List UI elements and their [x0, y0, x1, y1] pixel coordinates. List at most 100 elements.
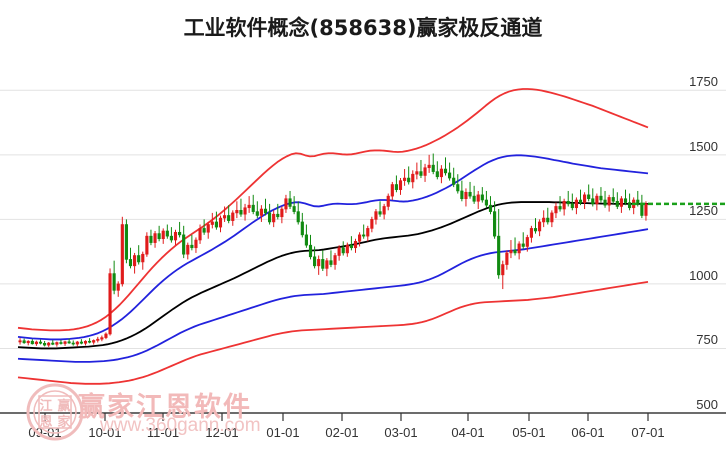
channel-bands-group	[17, 88, 649, 385]
candle-body	[509, 250, 513, 254]
candle-body	[362, 234, 366, 237]
candle-body	[227, 215, 231, 221]
candle-body	[26, 340, 30, 344]
candle-body	[570, 203, 574, 209]
candle-body	[165, 230, 169, 237]
candle-body	[329, 260, 333, 265]
candle-body	[546, 217, 550, 223]
x-axis-tick-label: 09-01	[28, 425, 62, 440]
candle-body	[640, 203, 644, 216]
candle-body	[443, 168, 448, 174]
candle-body	[611, 197, 615, 202]
candle-body	[358, 234, 362, 242]
candle-body	[337, 247, 341, 256]
candle-body	[550, 212, 554, 223]
candle-body	[333, 255, 337, 265]
candle-body	[484, 199, 488, 206]
candle-body	[529, 228, 533, 238]
candle-body	[603, 199, 607, 206]
gridlines-group	[0, 89, 726, 414]
x-axis-tick-label: 06-01	[571, 425, 605, 440]
candle-body	[263, 208, 268, 214]
candle-body	[583, 194, 587, 203]
candle-body	[149, 235, 153, 243]
candle-body	[488, 204, 493, 212]
candle-body	[591, 198, 595, 205]
candle-body	[398, 180, 403, 190]
candle-body	[206, 224, 210, 233]
candle-body	[513, 250, 517, 254]
candle-body	[112, 273, 116, 291]
y-axis-tick-label: 1750	[689, 74, 718, 90]
candle-body	[43, 342, 47, 346]
candle-body	[382, 206, 386, 215]
candle-body	[268, 212, 272, 223]
candle-body	[51, 342, 55, 345]
candle-body	[521, 243, 525, 247]
candle-body	[411, 173, 415, 183]
candle-body	[501, 264, 505, 276]
candle-body	[202, 228, 206, 233]
candle-body	[157, 233, 161, 240]
candle-body	[284, 198, 288, 210]
candle-body	[370, 219, 374, 229]
candle-body	[231, 212, 235, 221]
candle-body	[223, 215, 227, 219]
candle-body	[280, 208, 284, 218]
candle-body	[525, 237, 529, 247]
candle-body	[390, 184, 394, 197]
candle-body	[427, 164, 431, 169]
candle-body	[59, 342, 63, 344]
candle-body	[79, 341, 83, 344]
candle-body	[595, 195, 599, 205]
candle-body	[255, 211, 259, 216]
candle-body	[92, 340, 96, 343]
candle-body	[435, 171, 439, 178]
candle-body	[476, 194, 480, 202]
candle-body	[493, 211, 497, 237]
candle-body	[22, 340, 26, 344]
candle-body	[194, 239, 198, 249]
candle-body	[259, 208, 263, 216]
candle-body	[538, 221, 542, 232]
candle-body	[452, 177, 456, 185]
x-axis-tick-label: 05-01	[512, 425, 546, 440]
candle-body	[415, 171, 419, 175]
candle-body	[243, 207, 247, 215]
candle-body	[304, 234, 308, 246]
y-axis-tick-label: 500	[696, 397, 718, 412]
candle-body	[374, 211, 378, 220]
y-axis-tick-label: 1000	[689, 267, 718, 283]
candle-body	[623, 198, 628, 203]
candle-body	[574, 199, 578, 209]
candle-body	[345, 244, 349, 254]
candle-body	[628, 202, 632, 209]
candle-body	[456, 184, 460, 192]
candle-body	[218, 217, 223, 228]
channel-line	[17, 88, 649, 332]
candle-body	[403, 177, 407, 181]
candle-body	[317, 259, 321, 267]
candle-body	[38, 341, 43, 344]
candle-body	[141, 253, 145, 263]
x-axis-tick-label: 03-01	[384, 425, 418, 440]
candle-body	[431, 164, 435, 172]
channel-line	[17, 201, 648, 350]
candle-body	[67, 341, 71, 344]
candle-body	[30, 340, 34, 345]
candle-body	[566, 200, 570, 205]
candle-body	[178, 231, 182, 236]
candle-body	[394, 184, 398, 190]
candle-body	[137, 255, 141, 263]
candle-body	[108, 273, 112, 335]
candle-body	[341, 247, 345, 254]
candle-body	[472, 195, 476, 202]
candle-body	[198, 228, 202, 241]
candle-body	[578, 199, 583, 203]
candle-body	[542, 217, 546, 223]
candle-body	[120, 224, 124, 285]
candle-body	[63, 341, 67, 344]
candle-body	[104, 333, 108, 338]
